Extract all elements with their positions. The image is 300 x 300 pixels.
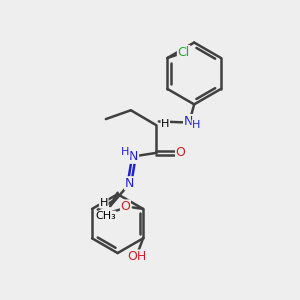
Text: Cl: Cl [178, 46, 190, 59]
Text: OH: OH [128, 250, 147, 263]
Text: CH₃: CH₃ [95, 211, 116, 221]
Text: H: H [192, 120, 200, 130]
Text: N: N [184, 115, 193, 128]
Text: O: O [176, 146, 186, 159]
Text: N: N [129, 150, 139, 163]
Text: H: H [100, 198, 108, 208]
Text: H: H [161, 119, 170, 129]
Text: H: H [122, 147, 130, 157]
Text: O: O [121, 200, 130, 213]
Text: N: N [125, 177, 134, 190]
